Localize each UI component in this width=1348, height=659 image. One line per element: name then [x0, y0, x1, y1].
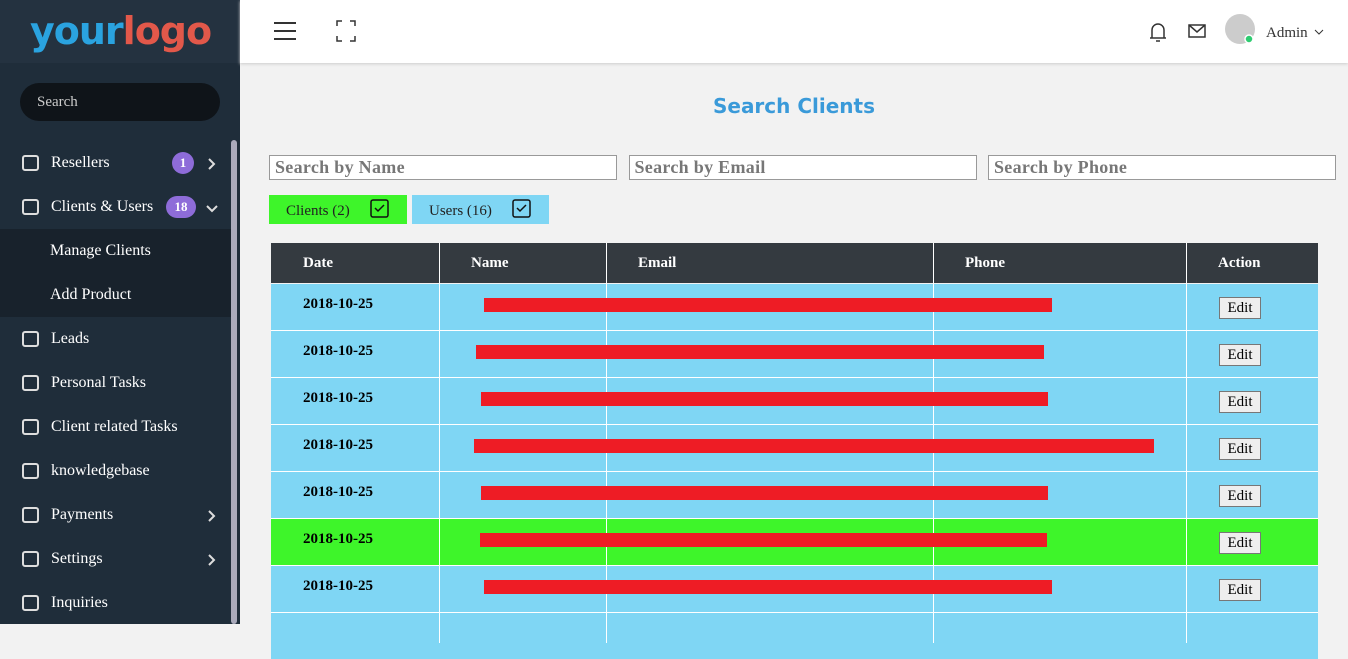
- menu-icon: [22, 331, 39, 347]
- logo[interactable]: yourlogo: [0, 0, 240, 63]
- table-header: [271, 243, 1318, 283]
- menu-toggle[interactable]: [274, 22, 296, 40]
- menu-label: Clients & Users: [51, 198, 154, 215]
- menu-icon: [22, 199, 39, 215]
- date-cell: 2018-10-25: [303, 296, 373, 312]
- menu-item[interactable]: Inquiries: [0, 581, 232, 625]
- date-cell: 2018-10-25: [303, 578, 373, 594]
- column-divider: [1186, 243, 1187, 643]
- menu-item[interactable]: Resellers 1: [0, 141, 232, 185]
- filter-toggle[interactable]: Clients (2): [269, 195, 407, 224]
- menu-item[interactable]: Clients & Users 18: [0, 185, 232, 229]
- online-dot: [1244, 34, 1254, 44]
- dropdown-arrow: [1314, 29, 1324, 35]
- menu-item[interactable]: knowledgebase: [0, 449, 232, 493]
- search-input[interactable]: Search by Phone: [988, 155, 1336, 180]
- toggle-label: Users (16): [429, 203, 492, 219]
- menu-arrow: [206, 205, 218, 213]
- date-cell: 2018-10-25: [303, 484, 373, 500]
- edit-button[interactable]: Edit: [1219, 297, 1261, 319]
- menu-arrow: [208, 554, 216, 566]
- column-header: Name: [471, 255, 509, 271]
- menu-icon: [22, 463, 39, 479]
- date-cell: 2018-10-25: [303, 531, 373, 547]
- redaction: [481, 486, 1048, 500]
- edit-button[interactable]: Edit: [1219, 438, 1261, 460]
- redaction: [480, 533, 1047, 547]
- menu-item[interactable]: Payments: [0, 493, 232, 537]
- redaction: [474, 439, 1154, 453]
- menu-label: Client related Tasks: [51, 418, 178, 435]
- column-header: Phone: [965, 255, 1006, 271]
- edit-button[interactable]: Edit: [1219, 485, 1261, 507]
- column-header: Email: [638, 255, 677, 271]
- menu-badge: 18: [166, 196, 196, 218]
- edit-button[interactable]: Edit: [1219, 344, 1261, 366]
- menu-label: Leads: [51, 330, 90, 347]
- menu-label: Payments: [51, 506, 114, 523]
- logo-part: your: [30, 9, 124, 53]
- fullscreen[interactable]: [336, 20, 356, 42]
- menu-item[interactable]: Leads: [0, 317, 232, 361]
- menu-badge: 1: [172, 152, 194, 174]
- user-name[interactable]: Admin: [1266, 25, 1308, 41]
- checkbox: [370, 199, 389, 218]
- redaction: [481, 392, 1048, 406]
- menu-label: Inquiries: [51, 594, 108, 611]
- menu-item[interactable]: Manage Clients: [0, 229, 232, 273]
- edit-button[interactable]: Edit: [1219, 532, 1261, 554]
- checkbox: [512, 199, 531, 218]
- column-header: Action: [1218, 255, 1261, 271]
- date-cell: 2018-10-25: [303, 390, 373, 406]
- table-row: [271, 613, 1318, 659]
- scrollbar[interactable]: [231, 140, 237, 624]
- date-cell: 2018-10-25: [303, 343, 373, 359]
- notifications[interactable]: [1150, 23, 1166, 42]
- column-header: Date: [303, 255, 333, 271]
- menu-icon: [22, 375, 39, 391]
- date-cell: 2018-10-25: [303, 437, 373, 453]
- redaction: [484, 580, 1052, 594]
- menu-label: Settings: [51, 550, 103, 567]
- menu-label: Manage Clients: [50, 242, 151, 259]
- menu-arrow: [208, 158, 216, 170]
- top-icons: Admin: [274, 14, 1324, 44]
- toggle-label: Clients (2): [286, 203, 350, 219]
- edit-button[interactable]: Edit: [1219, 391, 1261, 413]
- menu-label: Resellers: [51, 154, 110, 171]
- menu-label: Add Product: [50, 286, 132, 303]
- edit-button[interactable]: Edit: [1219, 579, 1261, 601]
- redaction: [484, 298, 1052, 312]
- menu-item[interactable]: Personal Tasks: [0, 361, 232, 405]
- menu-label: knowledgebase: [51, 462, 150, 479]
- menu-item[interactable]: Add Product: [0, 273, 232, 317]
- menu-icon: [22, 419, 39, 435]
- search-input[interactable]: Search by Email: [628, 155, 977, 180]
- menu-label: Personal Tasks: [51, 374, 147, 391]
- sidebar: yourlogo Search Resellers 1 Clients & User…: [0, 0, 240, 624]
- menu-arrow: [208, 510, 216, 522]
- redaction: [476, 345, 1044, 359]
- menu-item[interactable]: Settings: [0, 537, 232, 581]
- mail-flap: [1188, 24, 1206, 33]
- page-title: Search Clients: [712, 94, 876, 118]
- menu-item[interactable]: Client related Tasks: [0, 405, 232, 449]
- messages[interactable]: [1188, 24, 1206, 38]
- logo-part: logo: [122, 9, 212, 53]
- search-input[interactable]: Search by Name: [269, 155, 617, 180]
- column-divider: [439, 243, 440, 643]
- menu-icon: [22, 595, 39, 611]
- menu-icon: [22, 155, 39, 171]
- top-bar: Admin: [240, 0, 1348, 63]
- menu-icon: [22, 507, 39, 523]
- sidebar-search[interactable]: Search: [20, 83, 220, 121]
- menu-icon: [22, 551, 39, 567]
- filter-toggle[interactable]: Users (16): [412, 195, 549, 224]
